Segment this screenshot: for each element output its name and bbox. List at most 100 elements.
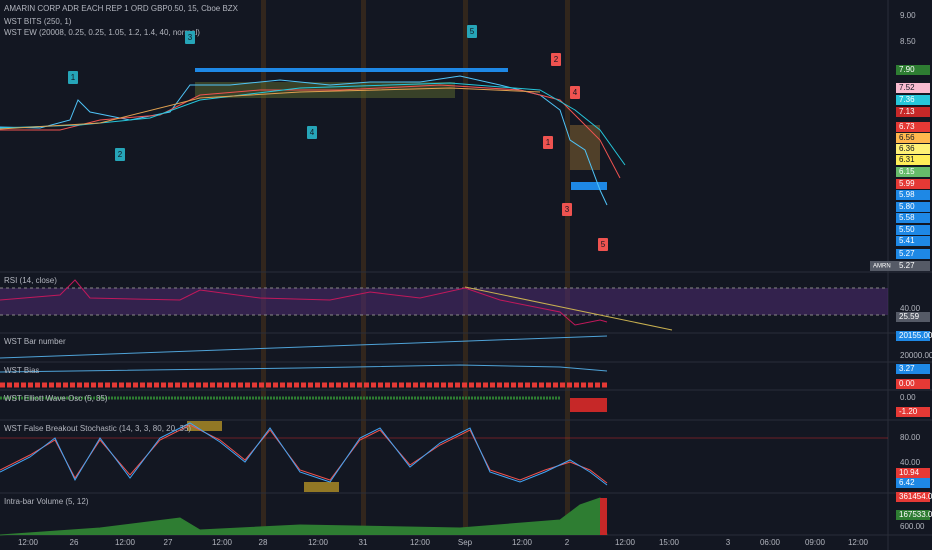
price-tag: [896, 236, 930, 246]
session-bands: [261, 0, 570, 535]
time-label: 26: [70, 538, 79, 547]
wave-label: 3: [188, 33, 193, 42]
wave-label-box: [307, 126, 317, 139]
price-tag-label: 5.58: [899, 213, 915, 222]
wave-label-box: [68, 71, 78, 84]
price-tag: [896, 468, 930, 478]
price-tag: [896, 249, 930, 259]
price-tag: [896, 155, 930, 165]
wave-label-box: [551, 53, 561, 66]
rsi-panel: [0, 279, 888, 331]
time-label: 2: [565, 538, 570, 547]
wave-label: 4: [573, 88, 578, 97]
panel-title: RSI (14, close): [4, 276, 57, 285]
price-tag-label: 7.36: [899, 95, 915, 104]
price-tag-label: 6.56: [899, 133, 915, 142]
price-tag-label: 5.80: [899, 202, 915, 211]
symbol-title: AMARIN CORP ADR EACH REP 1 ORD GBP0.50, …: [4, 4, 239, 13]
price-tag: [896, 190, 930, 200]
price-tag-label: 7.90: [899, 65, 915, 74]
wave-label-box: [185, 31, 195, 44]
bar-number-line: [0, 335, 608, 359]
price-tag: [896, 167, 930, 177]
panel-title: Intra-bar Volume (5, 12): [4, 497, 89, 506]
time-label: 12:00: [410, 538, 431, 547]
time-label: 12:00: [18, 538, 39, 547]
price-tag: [896, 144, 930, 154]
volume: [0, 497, 608, 536]
price-tag-label: 6.15: [899, 167, 915, 176]
price-tag-label: 7.52: [899, 83, 915, 92]
wave-label: 1: [546, 138, 551, 147]
axis-label: 80.00: [900, 433, 921, 442]
price-tag: [896, 478, 930, 488]
time-label: 28: [259, 538, 268, 547]
wave-label-box: [562, 203, 572, 216]
price-tag: [896, 510, 930, 520]
wave-label-box: [570, 86, 580, 99]
time-label: 12:00: [848, 538, 869, 547]
axis-label: 600.00: [900, 522, 925, 531]
time-label: 15:00: [659, 538, 680, 547]
price-tag: [896, 407, 930, 417]
panel-title: WST Bar number: [4, 337, 66, 346]
bias-line: [0, 364, 608, 373]
time-label: 12:00: [512, 538, 533, 547]
symbol-tag: [870, 261, 930, 271]
time-label: 31: [359, 538, 368, 547]
price-tag: [896, 331, 930, 341]
wave-label: 5: [470, 27, 475, 36]
wave-label-box: [543, 136, 553, 149]
axis-label: 40.00: [900, 458, 921, 467]
last-price: 5.27: [899, 261, 915, 270]
axis-label: 20000.00: [900, 351, 932, 360]
time-label: 12:00: [212, 538, 233, 547]
axis-label: 8.50: [900, 37, 916, 46]
wave-label-box: [115, 148, 125, 161]
elliott-osc: [0, 396, 607, 412]
price-tag-label: 6.31: [899, 155, 915, 164]
price-tag: [896, 95, 930, 105]
price-tag-label: 10.94: [899, 468, 920, 477]
price-tag-label: 5.41: [899, 236, 915, 245]
time-label: 12:00: [615, 538, 636, 547]
price-tag: [896, 312, 930, 322]
axis-label: 0.00: [900, 393, 916, 402]
price-tag: [896, 364, 930, 374]
price-tag-label: 167533.00: [899, 510, 932, 519]
price-tag: [896, 492, 930, 502]
axis-label: 40.00: [900, 304, 921, 313]
panel-title: WST Elliott Wave Osc (5, 35): [4, 394, 108, 403]
axis-label: 9.00: [900, 11, 916, 20]
price-tag-label: 0.00: [899, 379, 915, 388]
symbol-tag-label: AMRN: [873, 264, 891, 270]
wave-label: 4: [310, 128, 315, 137]
indicator-title: WST EW (20008, 0.25, 0.25, 1.05, 1.2, 1.…: [4, 28, 200, 37]
time-label: 3: [726, 538, 731, 547]
price-tag-label: 5.50: [899, 225, 915, 234]
price-tag: [896, 225, 930, 235]
stochastic: [0, 421, 888, 492]
wave-label-box: [598, 238, 608, 251]
time-label: 27: [164, 538, 173, 547]
wave-label: 2: [118, 150, 123, 159]
wave-label: 2: [554, 55, 559, 64]
price-tag-label: 5.98: [899, 190, 915, 199]
time-label: 09:00: [805, 538, 826, 547]
price-tag-label: 6.36: [899, 144, 915, 153]
price-tag-label: 3.27: [899, 364, 915, 373]
price-chart: [0, 68, 626, 206]
price-tag: [896, 213, 930, 223]
price-tag-label: 5.99: [899, 179, 915, 188]
price-tag-label: 20155.00: [899, 331, 932, 340]
time-label: Sep: [458, 538, 473, 547]
time-label: 06:00: [760, 538, 781, 547]
time-label: 12:00: [115, 538, 136, 547]
price-tag-label: 6.42: [899, 478, 915, 487]
wave-label: 3: [565, 205, 570, 214]
price-tag-label: 361454.00: [899, 492, 932, 501]
price-tag: [896, 122, 930, 132]
price-tag-label: -1.20: [899, 407, 918, 416]
